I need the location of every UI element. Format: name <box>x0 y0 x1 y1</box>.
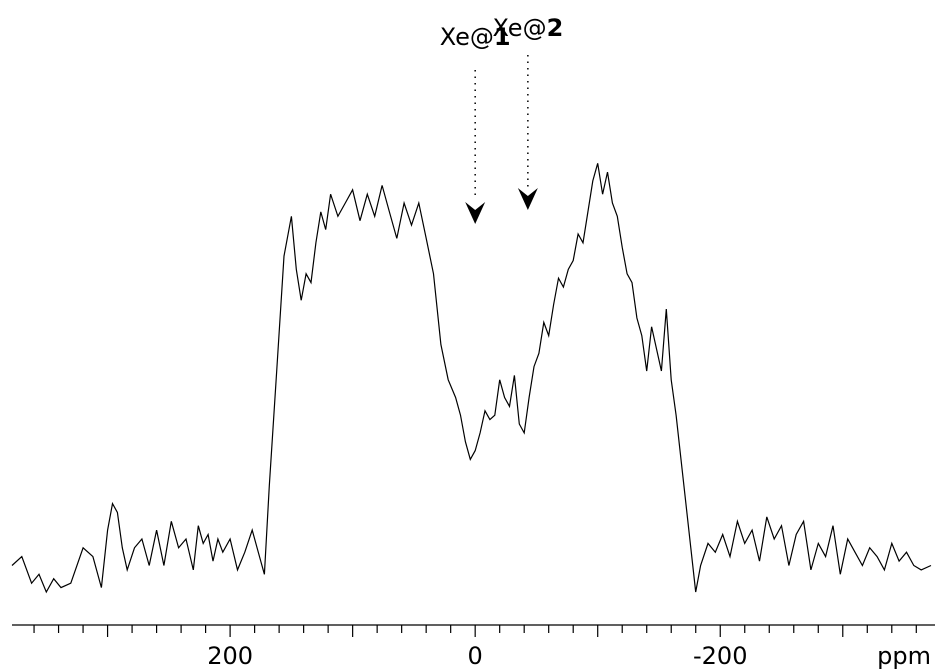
x-axis-unit-label: ppm <box>877 642 931 670</box>
x-tick-label: 0 <box>468 642 483 670</box>
spectrum-trace <box>11 163 932 594</box>
peak-annotation: Xe@1 <box>440 23 511 224</box>
peak-annotation-prefix: Xe@ <box>492 14 546 42</box>
peak-annotation-arrowhead <box>517 188 538 210</box>
x-tick-label: 200 <box>207 642 253 670</box>
x-axis: 200 0 -200 <box>12 624 935 670</box>
x-tick-label: -200 <box>693 642 747 670</box>
peak-annotation-arrowhead <box>465 202 486 224</box>
peak-annotation-label: Xe@1 <box>440 23 511 51</box>
peak-annotation-label: Xe@2 <box>492 14 563 42</box>
peak-annotations: Xe@1Xe@2 <box>440 14 563 224</box>
x-axis-ticks: 200 0 -200 <box>33 625 917 670</box>
peak-annotation-index: 1 <box>494 23 511 51</box>
peak-annotation-index: 2 <box>547 14 564 42</box>
peak-annotation: Xe@2 <box>492 14 563 210</box>
peak-annotation-prefix: Xe@ <box>440 23 494 51</box>
